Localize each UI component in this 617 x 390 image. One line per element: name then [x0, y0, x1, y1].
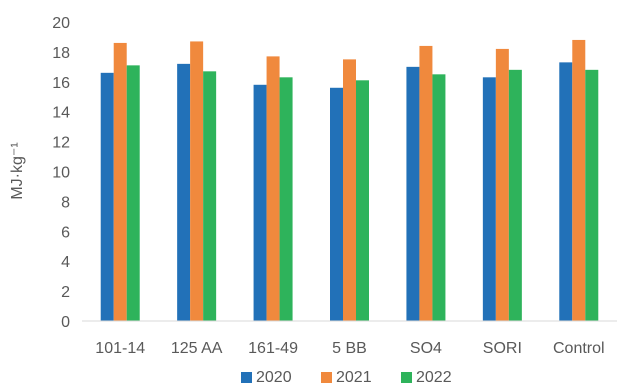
bar-2022-control	[585, 69, 599, 321]
x-tick-label: 161-49	[248, 340, 298, 357]
bar-2020-125-aa	[177, 63, 191, 322]
bar-2022-so4	[432, 74, 446, 321]
y-tick-label: 18	[52, 45, 70, 62]
x-tick-label: SO4	[410, 340, 442, 357]
legend-swatch-2022	[401, 372, 412, 383]
bar-2020-so4	[406, 66, 420, 321]
x-tick-label: Control	[553, 340, 605, 357]
bar-2022-5-bb	[356, 80, 369, 322]
bar-2020-control	[559, 62, 573, 322]
y-tick-label: 10	[52, 165, 70, 182]
x-axis-ticks: 101-14 125 AA 161-49 5 BB SO4 SORI Control	[95, 340, 604, 357]
y-tick-label: 20	[52, 15, 70, 32]
bar-2022-161-49	[279, 77, 293, 321]
y-tick-label: 8	[61, 194, 70, 211]
y-tick-label: 12	[52, 135, 70, 152]
x-tick-label: 101-14	[95, 340, 145, 357]
bar-2020-5-bb	[330, 87, 343, 321]
bar-2021-sori	[495, 48, 509, 321]
bar-2022-101-14	[126, 65, 140, 321]
bar-2021-control	[572, 39, 586, 321]
y-tick-label: 0	[61, 314, 70, 331]
legend-swatch-2020	[241, 372, 252, 383]
bars	[100, 39, 599, 322]
bar-2020-sori	[482, 77, 496, 321]
x-tick-label: 5 BB	[332, 340, 367, 357]
bar-2022-125-aa	[203, 71, 217, 322]
y-axis-label: MJ·kg⁻¹	[9, 142, 26, 199]
bar-2021-101-14	[113, 42, 127, 322]
y-tick-label: 4	[61, 254, 70, 271]
y-axis-ticks: 0 2 4 6 8 10 12 14 16 18 20	[52, 15, 70, 331]
bar-2021-161-49	[266, 56, 280, 321]
legend-label-2021: 2021	[336, 369, 372, 386]
legend: 2020 2021 2022	[241, 369, 452, 386]
y-tick-label: 16	[52, 75, 70, 92]
x-tick-label: 125 AA	[171, 340, 223, 357]
y-tick-label: 14	[52, 105, 70, 122]
legend-label-2020: 2020	[256, 369, 292, 386]
y-tick-label: 6	[61, 224, 70, 241]
bar-2020-101-14	[100, 72, 114, 321]
x-tick-label: SORI	[483, 340, 522, 357]
bar-2021-125-aa	[190, 41, 204, 322]
legend-swatch-2021	[321, 372, 332, 383]
bar-2022-sori	[508, 69, 522, 321]
bar-2021-so4	[419, 45, 433, 322]
legend-label-2022: 2022	[416, 369, 452, 386]
y-tick-label: 2	[61, 284, 70, 301]
bar-2021-5-bb	[343, 59, 356, 321]
bar-2020-161-49	[253, 84, 267, 321]
